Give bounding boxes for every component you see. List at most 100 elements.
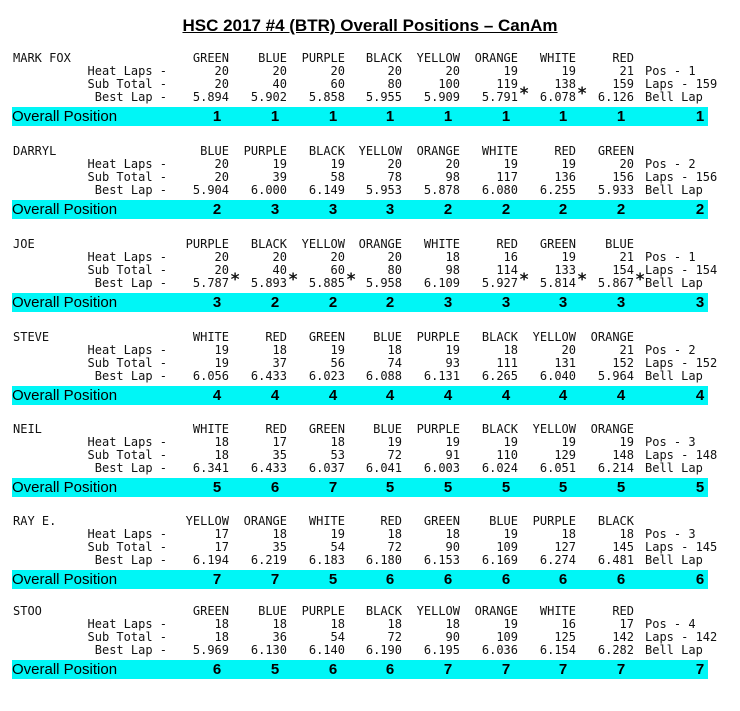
overall-position-bar: Overall Position 4 4 4 4 4 4 4 4 4 — [12, 386, 708, 405]
lane-header: WHITE — [539, 604, 576, 618]
lane-header: WHITE — [308, 514, 345, 528]
lanes-row: WHITE RED GREEN BLUE PURPLE BLACK YELLOW ORANGE — [0, 331, 740, 344]
value-cell: 18 — [330, 435, 345, 449]
driver-block: DARRYL BLUE PURPLE BLACK YELLOW ORANGE WHITE RE… — [0, 145, 740, 230]
value-cell: 18 — [214, 630, 229, 644]
value-cell: 16 — [503, 250, 518, 264]
value-cell: 6.265 — [481, 369, 518, 383]
position-value: 5 — [558, 479, 568, 496]
value-cell: 19 — [445, 435, 460, 449]
bell-lap-label: Bell Lap — [645, 553, 703, 567]
value-cell: 6.130 — [250, 643, 287, 657]
value-cell: 114 — [496, 263, 518, 277]
value-cell: 6.255 — [539, 183, 576, 197]
driver-block: JOE PURPLE BLACK YELLOW ORANGE WHITE RED GREEN B… — [0, 238, 740, 323]
lanes-row: GREEN BLUE PURPLE BLACK YELLOW ORANGE WHITE RED — [0, 52, 740, 65]
final-position-value: 1 — [695, 108, 705, 125]
value-cell: 19 — [561, 157, 576, 171]
value-cell: 36 — [272, 630, 287, 644]
value-cell: 20 — [330, 250, 345, 264]
value-cell: 19 — [503, 527, 518, 541]
value-cell: 20 — [214, 170, 229, 184]
position-value: 2 — [385, 294, 395, 311]
lane-header: BLUE — [373, 422, 402, 436]
row-label: Best Lap - — [94, 461, 167, 475]
pos-text: Pos - 3 — [645, 435, 696, 449]
lanes-row: PURPLE BLACK YELLOW ORANGE WHITE RED GREEN BLUE — [0, 238, 740, 251]
driver-block: STOO GREEN BLUE PURPLE BLACK YELLOW ORANGE WHIT… — [0, 605, 740, 690]
sub-total-row: Sub Total - 17 35 54 72 90 109 127 145 Laps - 145 — [0, 541, 740, 554]
position-value: 7 — [558, 661, 568, 678]
heat-laps-row: Heat Laps - 17 18 19 18 18 19 18 18 Pos - 3 — [0, 528, 740, 541]
value-cell: 6.214 — [597, 461, 634, 475]
lane-header: BLACK — [365, 604, 402, 618]
value-cell: 21 — [619, 64, 634, 78]
value-cell: 138 — [554, 77, 576, 91]
value-cell: 19 — [330, 157, 345, 171]
driver-name: RAY E. — [13, 514, 57, 528]
overall-position-bar: Overall Position 5 6 7 5 5 5 5 5 5 — [12, 478, 708, 497]
value-cell: 119 — [496, 77, 518, 91]
position-value: 5 — [270, 661, 280, 678]
lane-header: ORANGE — [590, 422, 634, 436]
position-value: 7 — [501, 661, 511, 678]
lane-header: BLUE — [258, 604, 287, 618]
value-cell: 5.964 — [597, 369, 634, 383]
position-value: 6 — [328, 661, 338, 678]
position-value: 1 — [501, 108, 511, 125]
lane-header: YELLOW — [532, 422, 576, 436]
final-position-value: 7 — [695, 661, 705, 678]
value-cell: 53 — [330, 448, 345, 462]
overall-position-bar: Overall Position 1 1 1 1 1 1 1 1 1 — [12, 107, 708, 126]
value-cell: 5.904 — [192, 183, 229, 197]
lane-header: ORANGE — [474, 604, 518, 618]
value-cell: 5.791 — [481, 90, 518, 104]
overall-position-bar: Overall Position 7 7 5 6 6 6 6 6 6 — [12, 570, 708, 589]
final-position-value: 2 — [695, 201, 705, 218]
lane-header: RED — [612, 51, 634, 65]
overall-position-label: Overall Position — [12, 661, 118, 678]
value-cell: 74 — [387, 356, 402, 370]
value-cell: 19 — [214, 343, 229, 357]
value-cell: 145 — [612, 540, 634, 554]
sub-total-row: Sub Total - 18 35 53 72 91 110 129 148 Laps - 148 — [0, 449, 740, 462]
position-value: 2 — [270, 294, 280, 311]
value-cell: 5.902 — [250, 90, 287, 104]
position-value: 6 — [385, 571, 395, 588]
value-cell: 18 — [445, 250, 460, 264]
heat-laps-row: Heat Laps - 20 19 19 20 20 19 19 20 Pos - 2 — [0, 158, 740, 171]
value-cell: 20 — [445, 64, 460, 78]
value-cell: 6.433 — [250, 369, 287, 383]
pos-text: Pos - 1 — [645, 250, 696, 264]
position-value: 1 — [328, 108, 338, 125]
value-cell: 20 — [214, 157, 229, 171]
value-cell: 6.149 — [308, 183, 345, 197]
final-position-value: 4 — [695, 387, 705, 404]
value-cell: 18 — [272, 527, 287, 541]
value-cell: 109 — [496, 540, 518, 554]
value-cell: 6.433 — [250, 461, 287, 475]
lane-header: YELLOW — [185, 514, 229, 528]
value-cell: 6.000 — [250, 183, 287, 197]
value-cell: 20 — [561, 343, 576, 357]
value-cell: 5.927 — [481, 276, 518, 290]
overall-position-label: Overall Position — [12, 108, 118, 125]
value-cell: 5.958 — [365, 276, 402, 290]
value-cell: 6.190 — [365, 643, 402, 657]
overall-position-bar: Overall Position 6 5 6 6 7 7 7 7 7 — [12, 660, 708, 679]
value-cell: 37 — [272, 356, 287, 370]
bell-lap-label: Bell Lap — [645, 643, 703, 657]
lane-header: PURPLE — [301, 51, 345, 65]
heat-laps-row: Heat Laps - 20 20 20 20 20 19 19 21 Pos - 1 — [0, 65, 740, 78]
sub-total-row: Sub Total - 18 36 54 72 90 109 125 142 Laps - 142 — [0, 631, 740, 644]
value-cell: 154 — [612, 263, 634, 277]
value-cell: 40 — [272, 77, 287, 91]
value-cell: 156 — [612, 170, 634, 184]
value-cell: 152 — [612, 356, 634, 370]
value-cell: 18 — [503, 343, 518, 357]
value-cell: 5.955 — [365, 90, 402, 104]
lane-header: RED — [380, 514, 402, 528]
value-cell: 21 — [619, 250, 634, 264]
driver-name: MARK FOX — [13, 51, 71, 65]
lane-header: PURPLE — [243, 144, 287, 158]
